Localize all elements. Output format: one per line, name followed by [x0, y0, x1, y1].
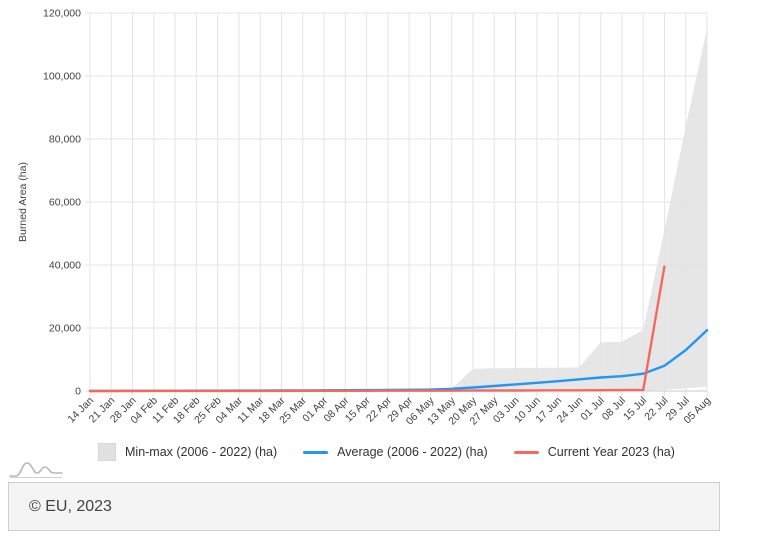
- legend-label: Average (2006 - 2022) (ha): [337, 445, 488, 459]
- svg-text:120,000: 120,000: [43, 8, 81, 20]
- chart-canvas: 0 20,000 40,000 60,000 80,000 100,000 120,000 1…: [17, 8, 713, 428]
- svg-text:40,000: 40,000: [49, 260, 81, 272]
- legend-band-swatch: [98, 443, 116, 461]
- waves-chart-logo-icon: [9, 458, 63, 480]
- footer-bar: © EU, 2023: [8, 482, 720, 531]
- burned-area-chart: 0 20,000 40,000 60,000 80,000 100,000 120,000 1…: [17, 8, 713, 428]
- svg-text:Burned Area (ha): Burned Area (ha): [17, 162, 29, 242]
- svg-text:80,000: 80,000: [49, 134, 81, 146]
- svg-text:100,000: 100,000: [43, 71, 81, 83]
- legend-line-marker: [303, 450, 329, 454]
- svg-text:60,000: 60,000: [49, 197, 81, 209]
- svg-text:08 Jul: 08 Jul: [600, 395, 628, 423]
- legend-item-1[interactable]: Average (2006 - 2022) (ha): [303, 445, 488, 459]
- legend-label: Min-max (2006 - 2022) (ha): [125, 445, 278, 459]
- svg-text:22 Jul: 22 Jul: [642, 395, 670, 423]
- chart-legend: Min-max (2006 - 2022) (ha) Average (2006 …: [98, 440, 701, 464]
- legend-item-2[interactable]: Current Year 2023 (ha): [513, 445, 675, 459]
- svg-text:15 Jul: 15 Jul: [621, 395, 649, 423]
- legend-item-0[interactable]: Min-max (2006 - 2022) (ha): [98, 443, 277, 461]
- legend-label: Current Year 2023 (ha): [547, 445, 675, 459]
- svg-text:01 Jul: 01 Jul: [578, 395, 606, 423]
- copyright-text: © EU, 2023: [29, 497, 112, 515]
- legend-line-marker: [513, 450, 539, 454]
- svg-text:0: 0: [75, 386, 81, 398]
- svg-text:20,000: 20,000: [49, 323, 81, 335]
